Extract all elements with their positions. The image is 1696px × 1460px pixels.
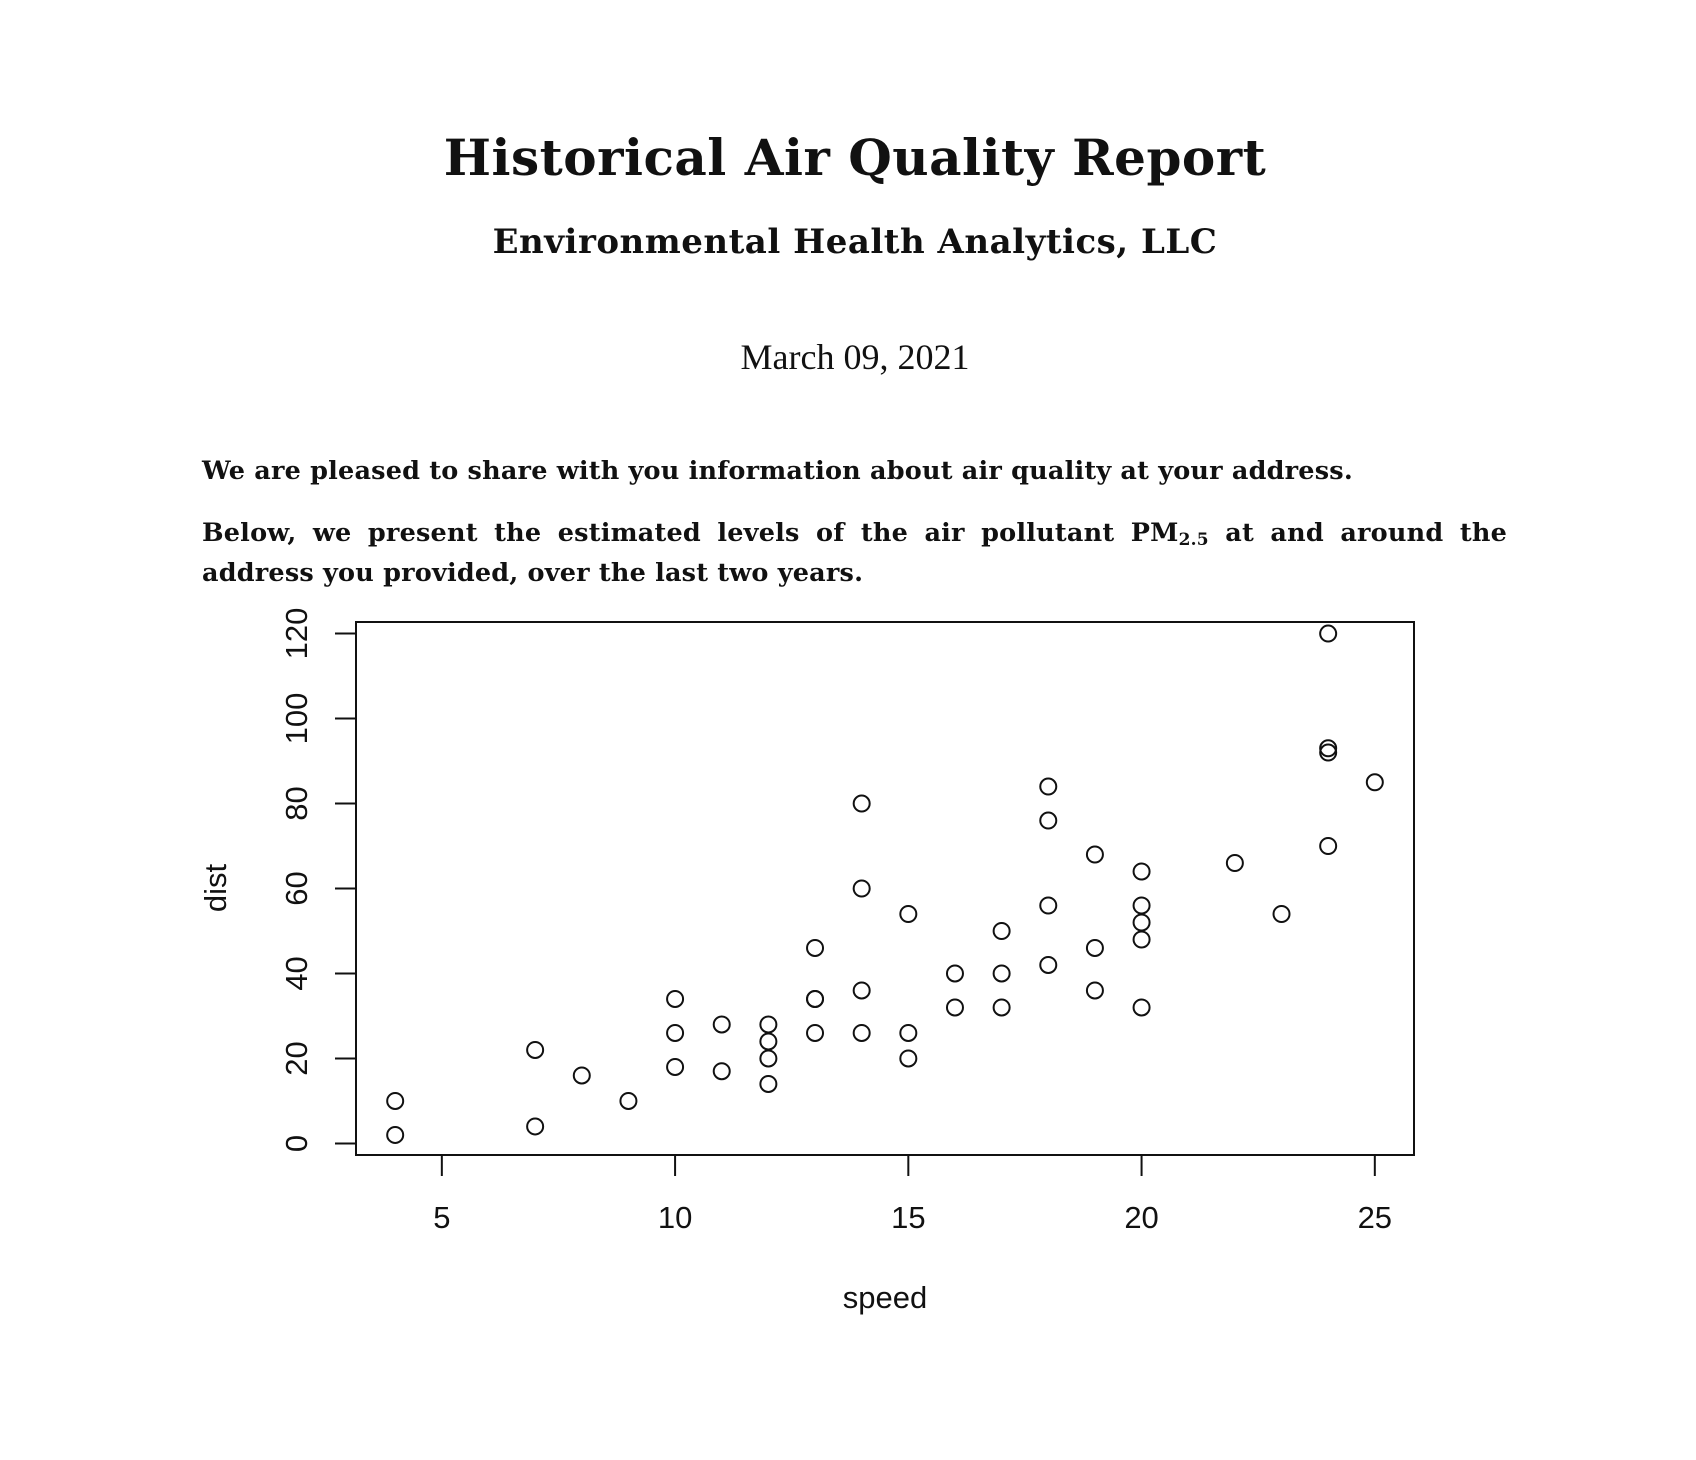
- data-point: [992, 921, 1011, 940]
- y-tick-label: 80: [279, 786, 314, 820]
- data-point: [852, 794, 871, 813]
- data-point: [1085, 981, 1104, 1000]
- data-point: [526, 1117, 545, 1136]
- data-point: [1319, 837, 1338, 856]
- data-point: [1272, 904, 1291, 923]
- x-axis: 5 10 15 20 25: [433, 1154, 1392, 1235]
- data-point: [572, 1066, 591, 1085]
- data-point: [759, 1074, 778, 1093]
- data-point: [1132, 930, 1151, 949]
- data-point: [386, 1091, 405, 1110]
- data-point: [806, 938, 825, 957]
- data-point: [526, 1040, 545, 1059]
- x-tick-label: 5: [433, 1200, 450, 1235]
- data-point: [666, 1023, 685, 1042]
- data-point: [1319, 739, 1338, 758]
- data-point: [899, 904, 918, 923]
- data-point: [666, 1057, 685, 1076]
- data-point: [712, 1015, 731, 1034]
- y-tick-label: 40: [279, 956, 314, 990]
- data-point: [1365, 773, 1384, 792]
- description-paragraph: Below, we present the estimated levels o…: [202, 513, 1507, 593]
- x-tick-label: 20: [1124, 1200, 1158, 1235]
- x-tick-label: 25: [1358, 1200, 1392, 1235]
- x-tick-label: 10: [658, 1200, 692, 1235]
- data-point: [1319, 624, 1338, 643]
- data-point: [1085, 845, 1104, 864]
- data-point: [1132, 862, 1151, 881]
- data-point: [1132, 913, 1151, 932]
- data-point: [1132, 896, 1151, 915]
- y-tick-label: 120: [279, 608, 314, 660]
- description-text-end: at and around the address you provided, …: [202, 518, 1507, 588]
- report-date: March 09, 2021: [740, 337, 970, 377]
- intro-paragraph: We are pleased to share with you informa…: [202, 456, 1353, 486]
- description-text-start: Below, we present the estimated levels o…: [202, 518, 1179, 548]
- data-point: [992, 964, 1011, 983]
- data-point: [1039, 955, 1058, 974]
- data-point: [1039, 777, 1058, 796]
- data-point: [666, 989, 685, 1008]
- data-point: [1319, 743, 1338, 762]
- y-tick-label: 60: [279, 871, 314, 905]
- data-point: [806, 989, 825, 1008]
- y-axis-label: dist: [198, 863, 233, 912]
- data-point: [945, 964, 964, 983]
- data-point: [899, 1023, 918, 1042]
- data-point: [619, 1091, 638, 1110]
- data-point: [386, 1125, 405, 1144]
- data-point: [1085, 938, 1104, 957]
- y-tick-label: 0: [279, 1135, 314, 1152]
- data-point: [759, 1049, 778, 1068]
- x-axis-label: speed: [843, 1280, 927, 1315]
- x-tick-label: 15: [891, 1200, 925, 1235]
- data-point: [806, 1023, 825, 1042]
- data-point: [852, 1023, 871, 1042]
- pm-subscript: 2.5: [1178, 530, 1209, 550]
- data-point: [712, 1062, 731, 1081]
- company-name: Environmental Health Analytics, LLC: [492, 222, 1218, 262]
- data-point: [1132, 998, 1151, 1017]
- data-point: [852, 981, 871, 1000]
- y-tick-label: 20: [279, 1041, 314, 1075]
- data-point: [1225, 854, 1244, 873]
- data-points: [386, 624, 1384, 1144]
- report-title: Historical Air Quality Report: [443, 128, 1267, 187]
- data-point: [1039, 811, 1058, 830]
- data-point: [945, 998, 964, 1017]
- data-point: [992, 998, 1011, 1017]
- data-point: [1039, 896, 1058, 915]
- plot-frame: [355, 621, 1415, 1156]
- data-point: [759, 1032, 778, 1051]
- data-point: [852, 879, 871, 898]
- data-point: [759, 1015, 778, 1034]
- y-tick-label: 100: [279, 693, 314, 745]
- data-point: [899, 1049, 918, 1068]
- y-axis: 0 20 40 60 80 100 120: [279, 608, 357, 1152]
